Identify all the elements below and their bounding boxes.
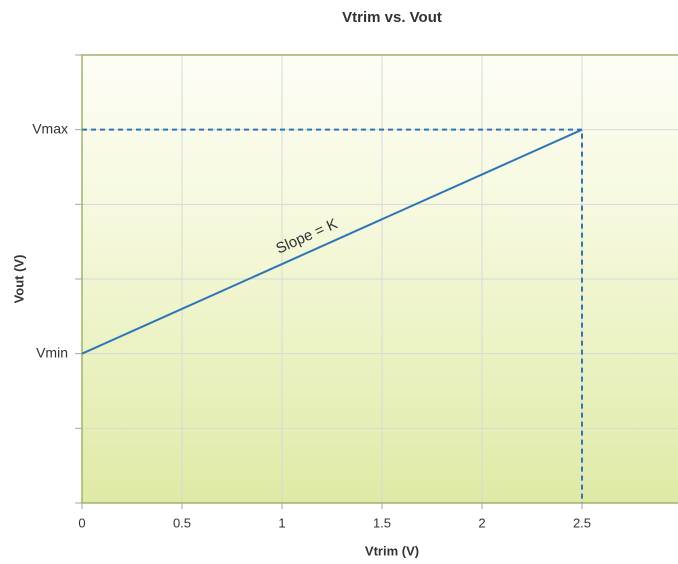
x-tick-label: 2 xyxy=(478,515,485,530)
x-tick-label: 0 xyxy=(78,515,85,530)
x-tick-label: 0.5 xyxy=(173,515,191,530)
y-axis-label: Vout (V) xyxy=(11,255,26,304)
x-tick-label: 1.5 xyxy=(373,515,391,530)
x-axis-label: Vtrim (V) xyxy=(365,543,419,558)
x-tick-label: 1 xyxy=(278,515,285,530)
x-tick-label: 2.5 xyxy=(573,515,591,530)
chart-title: Vtrim vs. Vout xyxy=(342,9,442,26)
y-tick-label: Vmin xyxy=(36,344,68,360)
plot-border xyxy=(81,54,678,504)
line xyxy=(81,128,583,355)
y-tick-label: Vmax xyxy=(32,120,68,136)
